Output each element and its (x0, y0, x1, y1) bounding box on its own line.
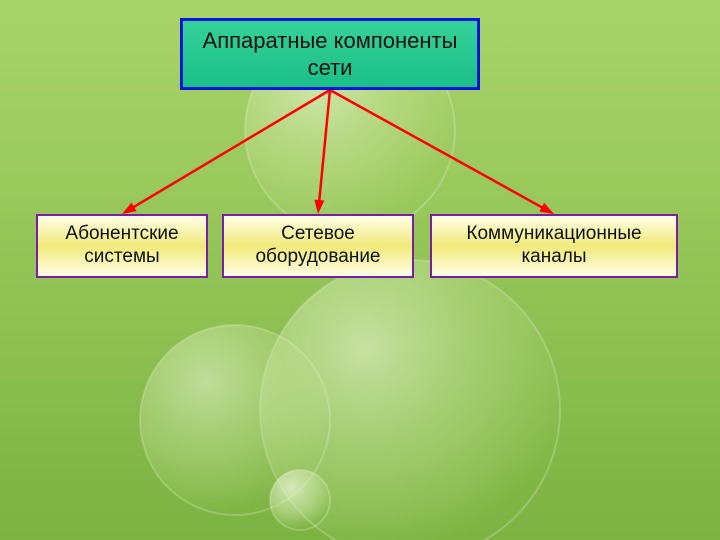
child-node-label: Сетевое оборудование (224, 223, 412, 269)
root-node-label: Аппаратные компоненты сети (183, 27, 477, 82)
child-node-1: Сетевое оборудование (222, 214, 414, 278)
child-node-label: Коммуникационные каналы (432, 223, 676, 269)
child-node-2: Коммуникационные каналы (430, 214, 678, 278)
child-node-label: Абонентские системы (38, 223, 206, 269)
root-node: Аппаратные компоненты сети (180, 18, 480, 90)
child-node-0: Абонентские системы (36, 214, 208, 278)
